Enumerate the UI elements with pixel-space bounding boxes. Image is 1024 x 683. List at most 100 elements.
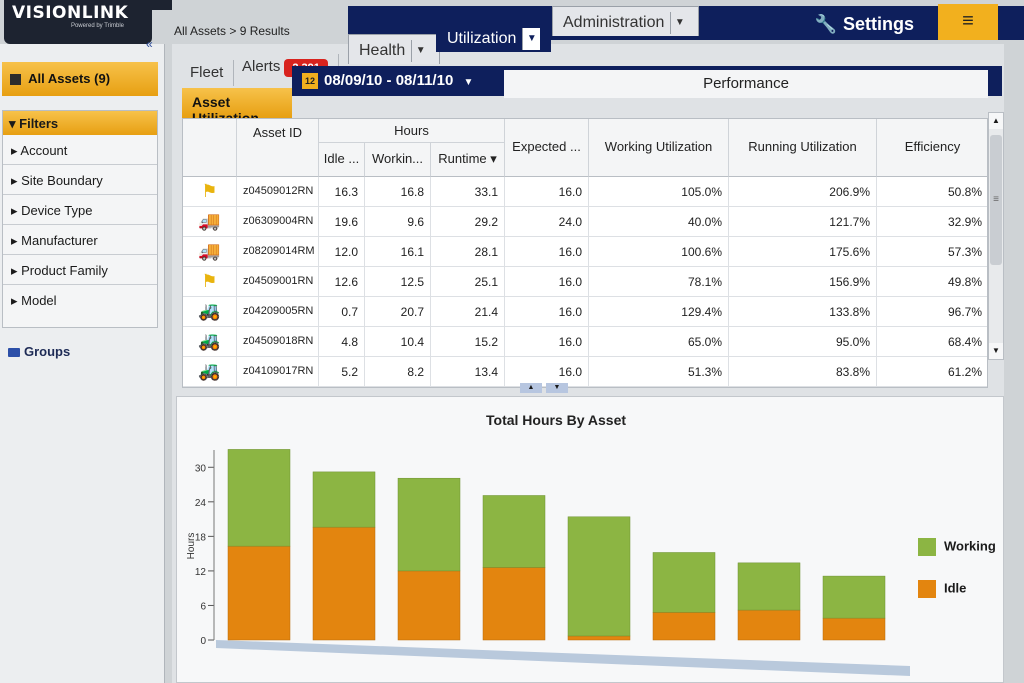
cell-efficiency: 49.8% [877, 267, 987, 297]
table-row[interactable]: ⚑ z04509012RN 16.3 16.8 33.1 16.0 105.0% 206.9%… [183, 177, 987, 207]
cell-working: 12.5 [365, 267, 431, 297]
filter-manufacturer[interactable]: ▸ Manufacturer [3, 225, 157, 255]
tab-fleet[interactable]: Fleet [180, 60, 235, 86]
table-row[interactable]: 🚜 z04109017RN 5.2 8.2 13.4 16.0 51.3% 83.8% 61.2… [183, 357, 987, 387]
cell-efficiency: 57.3% [877, 237, 987, 267]
filters-header[interactable]: ▾ Filters [3, 111, 157, 135]
calendar-icon: 12 [302, 73, 318, 90]
all-assets-label: All Assets (9) [28, 71, 111, 86]
filter-model[interactable]: ▸ Model [11, 293, 57, 308]
cell-asset-id: z04109017RN [237, 357, 319, 387]
table-row[interactable]: 🚚 z08209014RM 12.0 16.1 28.1 16.0 100.6% 175.6%… [183, 237, 987, 267]
tab-asset-utilization[interactable]: Asset Utilization [182, 88, 292, 126]
cell-working-util: 100.6% [589, 237, 729, 267]
column-idle[interactable]: Idle ... [319, 143, 365, 177]
collapse-sidebar-icon[interactable]: « [146, 37, 153, 51]
column-working[interactable]: Workin... [365, 143, 431, 177]
table-row[interactable]: ⚑ z04509001RN 12.6 12.5 25.1 16.0 78.1% 156.9% 4… [183, 267, 987, 297]
cell-expected: 16.0 [505, 177, 589, 207]
filter-label: Account [20, 143, 68, 158]
menu-dropdown-button[interactable]: ≡ [938, 4, 998, 40]
column-expected[interactable]: Expected ... [505, 119, 589, 177]
scroll-up-icon[interactable]: ▲ [989, 113, 1003, 129]
brand-name: VISIONLINK [12, 3, 129, 23]
tab-health[interactable]: Health ▼ [348, 34, 441, 64]
tab-administration[interactable]: Administration ▼ [552, 6, 700, 36]
splitter-up-icon[interactable]: ▲ [520, 383, 542, 393]
filter-account[interactable]: ▸ Account [3, 135, 157, 165]
flag-icon: ⚑ [183, 177, 237, 207]
cell-working-util: 40.0% [589, 207, 729, 237]
filters-panel: ▾ Filters ▸ Account ▸ Site Boundary ▸ De… [2, 110, 158, 328]
column-running-utilization[interactable]: Running Utilization [729, 119, 877, 177]
cell-idle: 16.3 [319, 177, 365, 207]
all-assets-button[interactable]: All Assets (9) [2, 62, 158, 96]
column-working-utilization[interactable]: Working Utilization [589, 119, 729, 177]
icon-column-header [183, 119, 237, 177]
legend-label: Idle [944, 580, 967, 596]
wrench-icon: 🔧 [814, 14, 837, 34]
filter-device-type[interactable]: ▸ Device Type [3, 195, 157, 225]
tab-label: Administration [563, 14, 665, 32]
cell-runtime: 25.1 [431, 267, 505, 297]
cell-working: 20.7 [365, 297, 431, 327]
tab-label: Fleet [190, 64, 224, 81]
scroll-down-icon[interactable]: ▼ [989, 343, 1003, 359]
cell-working-util: 105.0% [589, 177, 729, 207]
splitter-down-icon[interactable]: ▼ [546, 383, 568, 393]
column-efficiency[interactable]: Efficiency [877, 119, 987, 177]
settings-label: Settings [842, 14, 914, 34]
groups-link[interactable]: Groups [8, 344, 70, 359]
tab-label: Utilization [447, 30, 517, 48]
table-row[interactable]: 🚜 z04209005RN 0.7 20.7 21.4 16.0 129.4% 133.8% 9… [183, 297, 987, 327]
chevron-down-icon[interactable]: ▼ [411, 40, 429, 62]
cell-expected: 16.0 [505, 357, 589, 387]
cell-efficiency: 50.8% [877, 177, 987, 207]
cell-running-util: 133.8% [729, 297, 877, 327]
breadcrumb: All Assets > 9 Results [174, 24, 290, 38]
cell-asset-id: z06309004RN [237, 207, 319, 237]
table-row[interactable]: 🚚 z06309004RN 19.6 9.6 29.2 24.0 40.0% 121.7% 32… [183, 207, 987, 237]
table-scrollbar[interactable]: ▲ ≡ ▼ [988, 112, 1004, 360]
loader-icon: 🚜 [183, 357, 237, 387]
filter-label: Device Type [21, 203, 93, 218]
cell-running-util: 95.0% [729, 327, 877, 357]
table-row[interactable]: 🚜 z04509018RN 4.8 10.4 15.2 16.0 65.0% 95.0% 68.… [183, 327, 987, 357]
cell-efficiency: 68.4% [877, 327, 987, 357]
tab-label: Health [359, 42, 406, 60]
cell-idle: 5.2 [319, 357, 365, 387]
cell-runtime: 21.4 [431, 297, 505, 327]
chevron-down-icon[interactable]: ▼ [522, 28, 541, 50]
panel-splitter[interactable]: ▲ ▼ [520, 378, 580, 393]
filter-label: Manufacturer [21, 233, 98, 248]
performance-group-header: Performance [504, 70, 988, 98]
scroll-thumb[interactable]: ≡ [990, 135, 1002, 265]
filter-product-family[interactable]: ▸ Product Family [3, 255, 157, 285]
settings-button[interactable]: 🔧 Settings [815, 14, 914, 35]
cell-idle: 0.7 [319, 297, 365, 327]
chart-title: Total Hours By Asset [486, 412, 627, 428]
cell-expected: 16.0 [505, 297, 589, 327]
cell-working: 16.8 [365, 177, 431, 207]
cell-runtime: 15.2 [431, 327, 505, 357]
legend-label: Working [944, 538, 996, 554]
cell-idle: 12.6 [319, 267, 365, 297]
cell-running-util: 175.6% [729, 237, 877, 267]
cell-working: 9.6 [365, 207, 431, 237]
tab-utilization[interactable]: Utilization ▼ [436, 22, 552, 52]
cell-working-util: 65.0% [589, 327, 729, 357]
cell-running-util: 83.8% [729, 357, 877, 387]
app-logo[interactable]: VISIONLINK Powered by Trimble [4, 0, 152, 44]
column-asset-id[interactable]: Asset ID [237, 119, 319, 177]
legend-swatch-idle [918, 580, 936, 598]
chevron-down-icon[interactable]: ▼ [670, 12, 688, 34]
filter-site-boundary[interactable]: ▸ Site Boundary [3, 165, 157, 195]
cell-asset-id: z04509012RN [237, 177, 319, 207]
filter-label: Product Family [21, 263, 108, 278]
legend-item-idle: Idle [918, 580, 966, 598]
cell-asset-id: z04209005RN [237, 297, 319, 327]
cell-expected: 16.0 [505, 237, 589, 267]
cell-working: 16.1 [365, 237, 431, 267]
column-runtime[interactable]: Runtime ▾ [431, 143, 505, 177]
tab-label: Alerts [242, 58, 281, 75]
